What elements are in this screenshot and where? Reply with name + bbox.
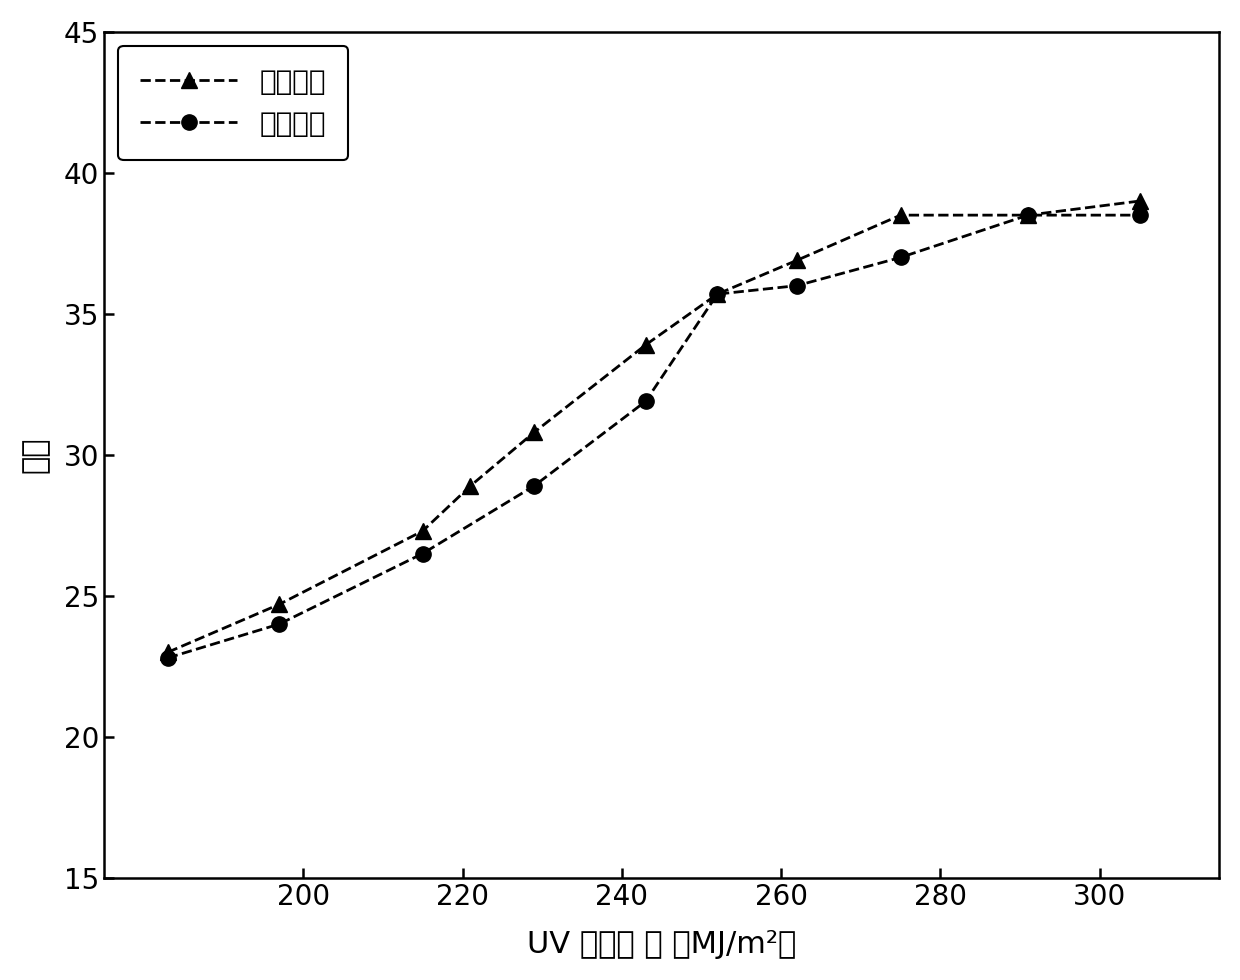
加速老化 [711,288,725,300]
自然老化 [639,395,653,407]
自然老化 [790,279,805,291]
自然老化 [893,252,908,264]
加速老化 [527,426,542,438]
加速老化 [639,339,653,351]
自然老化 [711,288,725,300]
加速老化 [463,480,477,492]
自然老化 [160,652,175,663]
Y-axis label: 色差: 色差 [21,437,50,473]
加速老化 [272,599,286,611]
自然老化 [272,618,286,630]
加速老化 [1021,210,1035,221]
X-axis label: UV 辐照量 ／ （MJ/m²）: UV 辐照量 ／ （MJ/m²） [527,930,796,959]
自然老化 [415,548,430,560]
Legend: 加速老化, 自然老化: 加速老化, 自然老化 [118,46,348,160]
自然老化 [1021,210,1035,221]
Line: 加速老化: 加速老化 [160,193,1147,660]
自然老化 [1132,210,1147,221]
加速老化 [893,210,908,221]
Line: 自然老化: 自然老化 [160,208,1147,665]
加速老化 [1132,195,1147,207]
自然老化 [527,480,542,492]
加速老化 [415,525,430,537]
加速老化 [160,647,175,659]
加速老化 [790,255,805,267]
